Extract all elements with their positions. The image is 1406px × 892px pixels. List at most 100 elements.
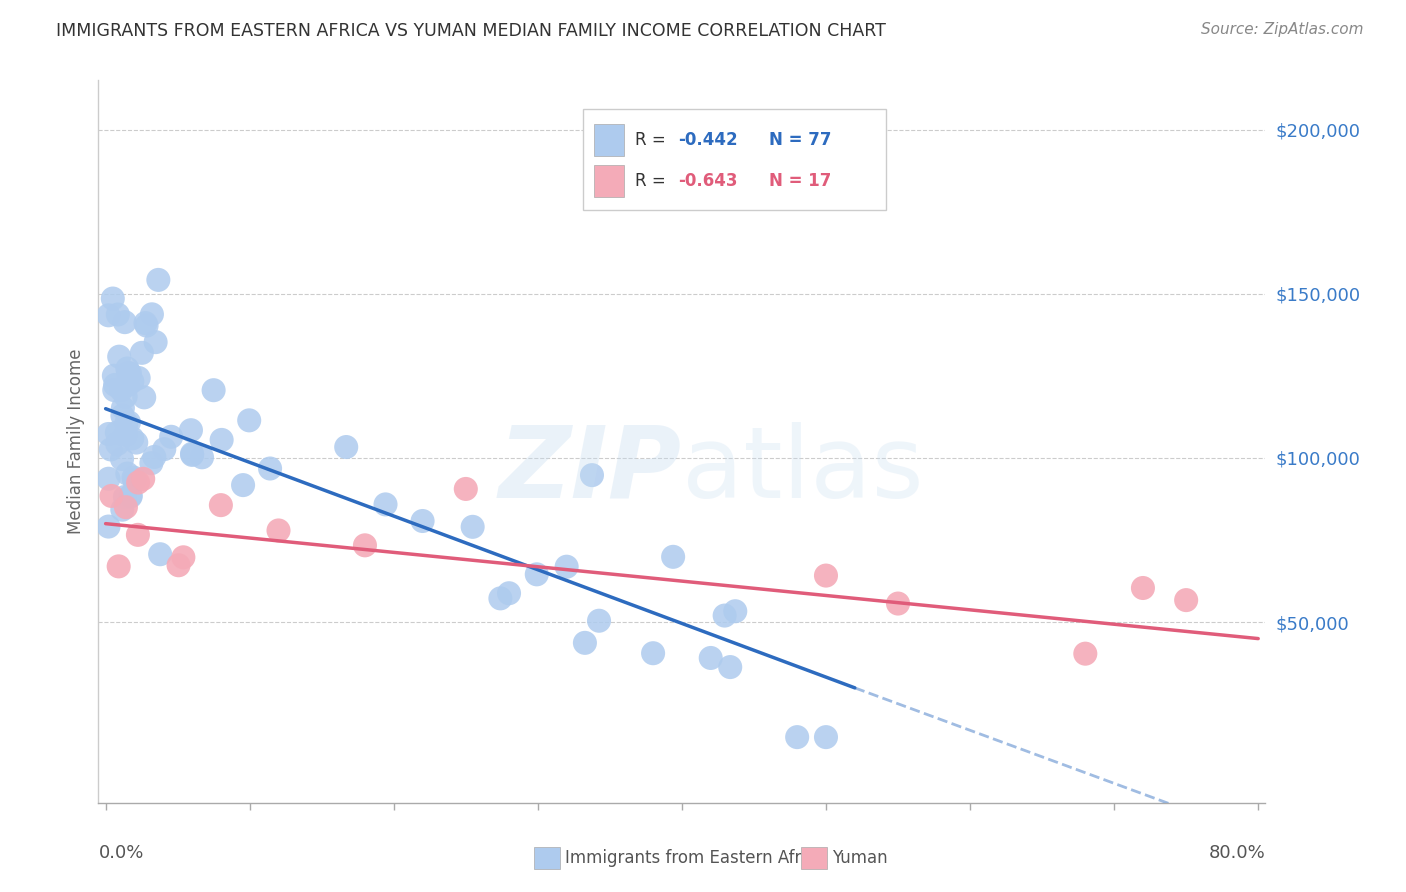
Point [108, 350, 131, 364]
Point [643, 646, 665, 660]
Text: N = 77: N = 77 [769, 130, 832, 149]
Point [121, 375, 143, 389]
Point [111, 452, 134, 467]
Point [117, 361, 139, 376]
Text: N = 17: N = 17 [769, 172, 832, 190]
FancyBboxPatch shape [582, 109, 886, 211]
Point [100, 489, 122, 503]
Point [97, 427, 120, 442]
Point [814, 730, 837, 744]
Point [713, 608, 735, 623]
Text: IMMIGRANTS FROM EASTERN AFRICA VS YUMAN MEDIAN FAMILY INCOME CORRELATION CHART: IMMIGRANTS FROM EASTERN AFRICA VS YUMAN … [56, 22, 886, 40]
Point [114, 428, 136, 442]
Text: Yuman: Yuman [832, 849, 889, 867]
Point [148, 273, 170, 287]
Point [104, 378, 127, 392]
Point [211, 433, 233, 447]
Text: R =: R = [636, 130, 671, 149]
Point [232, 478, 254, 492]
Text: Immigrants from Eastern Africa: Immigrants from Eastern Africa [565, 849, 825, 867]
Point [181, 447, 204, 461]
Point [114, 490, 136, 504]
Y-axis label: Median Family Income: Median Family Income [66, 349, 84, 534]
Point [114, 389, 136, 403]
FancyBboxPatch shape [595, 165, 624, 197]
Point [110, 383, 132, 397]
Point [454, 482, 477, 496]
Point [259, 461, 281, 475]
Text: 80.0%: 80.0% [1209, 845, 1265, 863]
Point [135, 318, 157, 333]
Point [172, 550, 194, 565]
Point [191, 450, 214, 465]
Point [118, 367, 141, 381]
Point [103, 368, 125, 383]
Point [202, 383, 225, 397]
FancyBboxPatch shape [595, 124, 624, 156]
Point [141, 307, 163, 321]
Point [127, 475, 149, 490]
Point [105, 437, 128, 451]
Point [128, 371, 150, 385]
Point [335, 440, 357, 454]
Point [100, 442, 122, 457]
Point [120, 490, 142, 504]
Text: ZIP: ZIP [499, 422, 682, 519]
Point [122, 473, 145, 487]
Point [153, 442, 176, 456]
Text: -0.442: -0.442 [679, 130, 738, 149]
Point [114, 315, 136, 329]
Point [117, 378, 139, 392]
Point [127, 528, 149, 542]
Point [118, 416, 141, 430]
Point [97, 472, 120, 486]
Point [134, 390, 156, 404]
Point [141, 456, 163, 470]
Point [134, 316, 156, 330]
Point [111, 409, 134, 423]
Point [97, 308, 120, 322]
Point [574, 636, 596, 650]
Point [120, 488, 142, 502]
Point [167, 558, 190, 573]
Point [786, 730, 808, 744]
Point [1074, 647, 1097, 661]
Point [662, 549, 685, 564]
Point [149, 547, 172, 561]
Point [461, 520, 484, 534]
Text: Source: ZipAtlas.com: Source: ZipAtlas.com [1201, 22, 1364, 37]
Point [412, 514, 434, 528]
Point [111, 502, 134, 516]
Point [267, 524, 290, 538]
Point [181, 448, 204, 462]
Point [724, 604, 747, 618]
Point [122, 470, 145, 484]
Point [238, 413, 260, 427]
Point [526, 567, 548, 582]
Text: R =: R = [636, 172, 671, 190]
Point [354, 538, 377, 552]
Point [180, 423, 202, 437]
Point [489, 591, 512, 606]
Point [588, 614, 610, 628]
Text: atlas: atlas [682, 422, 924, 519]
Text: -0.643: -0.643 [679, 172, 738, 190]
Point [125, 435, 148, 450]
Point [103, 383, 125, 397]
Point [105, 425, 128, 440]
Point [555, 559, 578, 574]
Point [498, 586, 520, 600]
Point [1132, 581, 1154, 595]
Point [131, 346, 153, 360]
Point [581, 468, 603, 483]
Point [718, 660, 741, 674]
Point [107, 308, 129, 322]
Point [814, 568, 837, 582]
Point [160, 430, 183, 444]
Point [132, 472, 155, 486]
Point [111, 401, 134, 415]
Point [887, 597, 910, 611]
Point [699, 651, 721, 665]
Point [97, 519, 120, 533]
Point [117, 366, 139, 380]
